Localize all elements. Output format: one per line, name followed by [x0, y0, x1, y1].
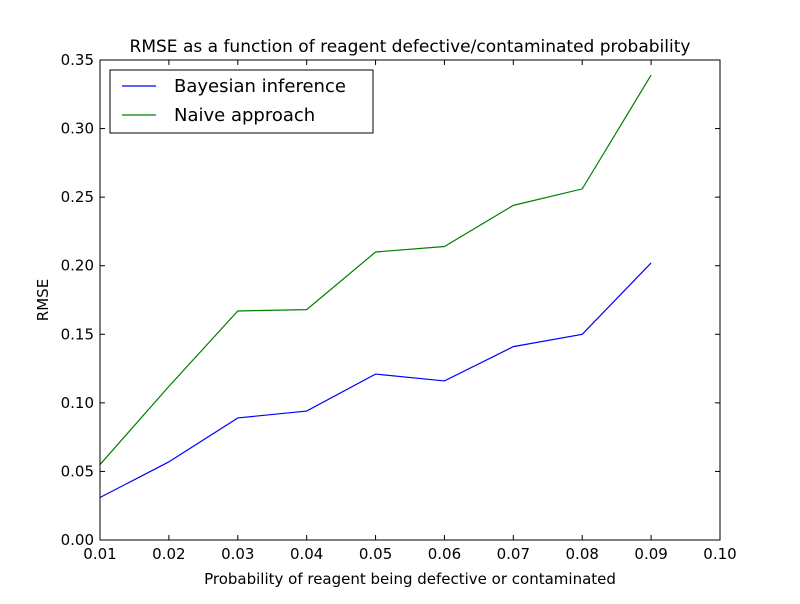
x-tick-label: 0.04: [290, 545, 323, 563]
x-tick-label: 0.08: [566, 545, 599, 563]
series-line-1: [99, 262, 652, 499]
y-tick-label: 0.20: [61, 257, 94, 275]
y-tick-label: 0.10: [61, 394, 94, 412]
legend: Bayesian inference Naive approach: [109, 69, 374, 134]
y-tick-label: 0.35: [61, 51, 94, 69]
x-tick-label: 0.09: [634, 545, 667, 563]
x-axis-label: Probability of reagent being defective o…: [204, 570, 616, 588]
x-tick-label: 0.07: [497, 545, 530, 563]
y-tick-label: 0.30: [61, 120, 94, 138]
y-tick-label: 0.00: [61, 531, 94, 549]
x-tick-label: 0.03: [221, 545, 254, 563]
y-tick-label: 0.15: [61, 325, 94, 343]
y-tick-label: 0.05: [61, 462, 94, 480]
series-layer: [99, 74, 652, 499]
legend-label-1: Bayesian inference: [174, 76, 346, 97]
x-tick-label: 0.06: [428, 545, 461, 563]
series-line-2: [99, 74, 652, 465]
plot-frame: [99, 59, 721, 541]
x-tick-label: 0.01: [83, 545, 116, 563]
x-tick-label: 0.02: [152, 545, 185, 563]
x-tick-label: 0.10: [703, 545, 736, 563]
legend-box: [109, 69, 374, 134]
y-axis-label: RMSE: [34, 279, 52, 321]
chart-title: RMSE as a function of reagent defective/…: [130, 37, 691, 57]
x-tick-label: 0.05: [359, 545, 392, 563]
axes-layer: 0.01 0.02 0.03 0.04 0.05 0.06 0.07 0.08 0.09 0.10…: [61, 51, 737, 563]
y-tick-label: 0.25: [61, 188, 94, 206]
legend-label-2: Naive approach: [174, 105, 315, 126]
